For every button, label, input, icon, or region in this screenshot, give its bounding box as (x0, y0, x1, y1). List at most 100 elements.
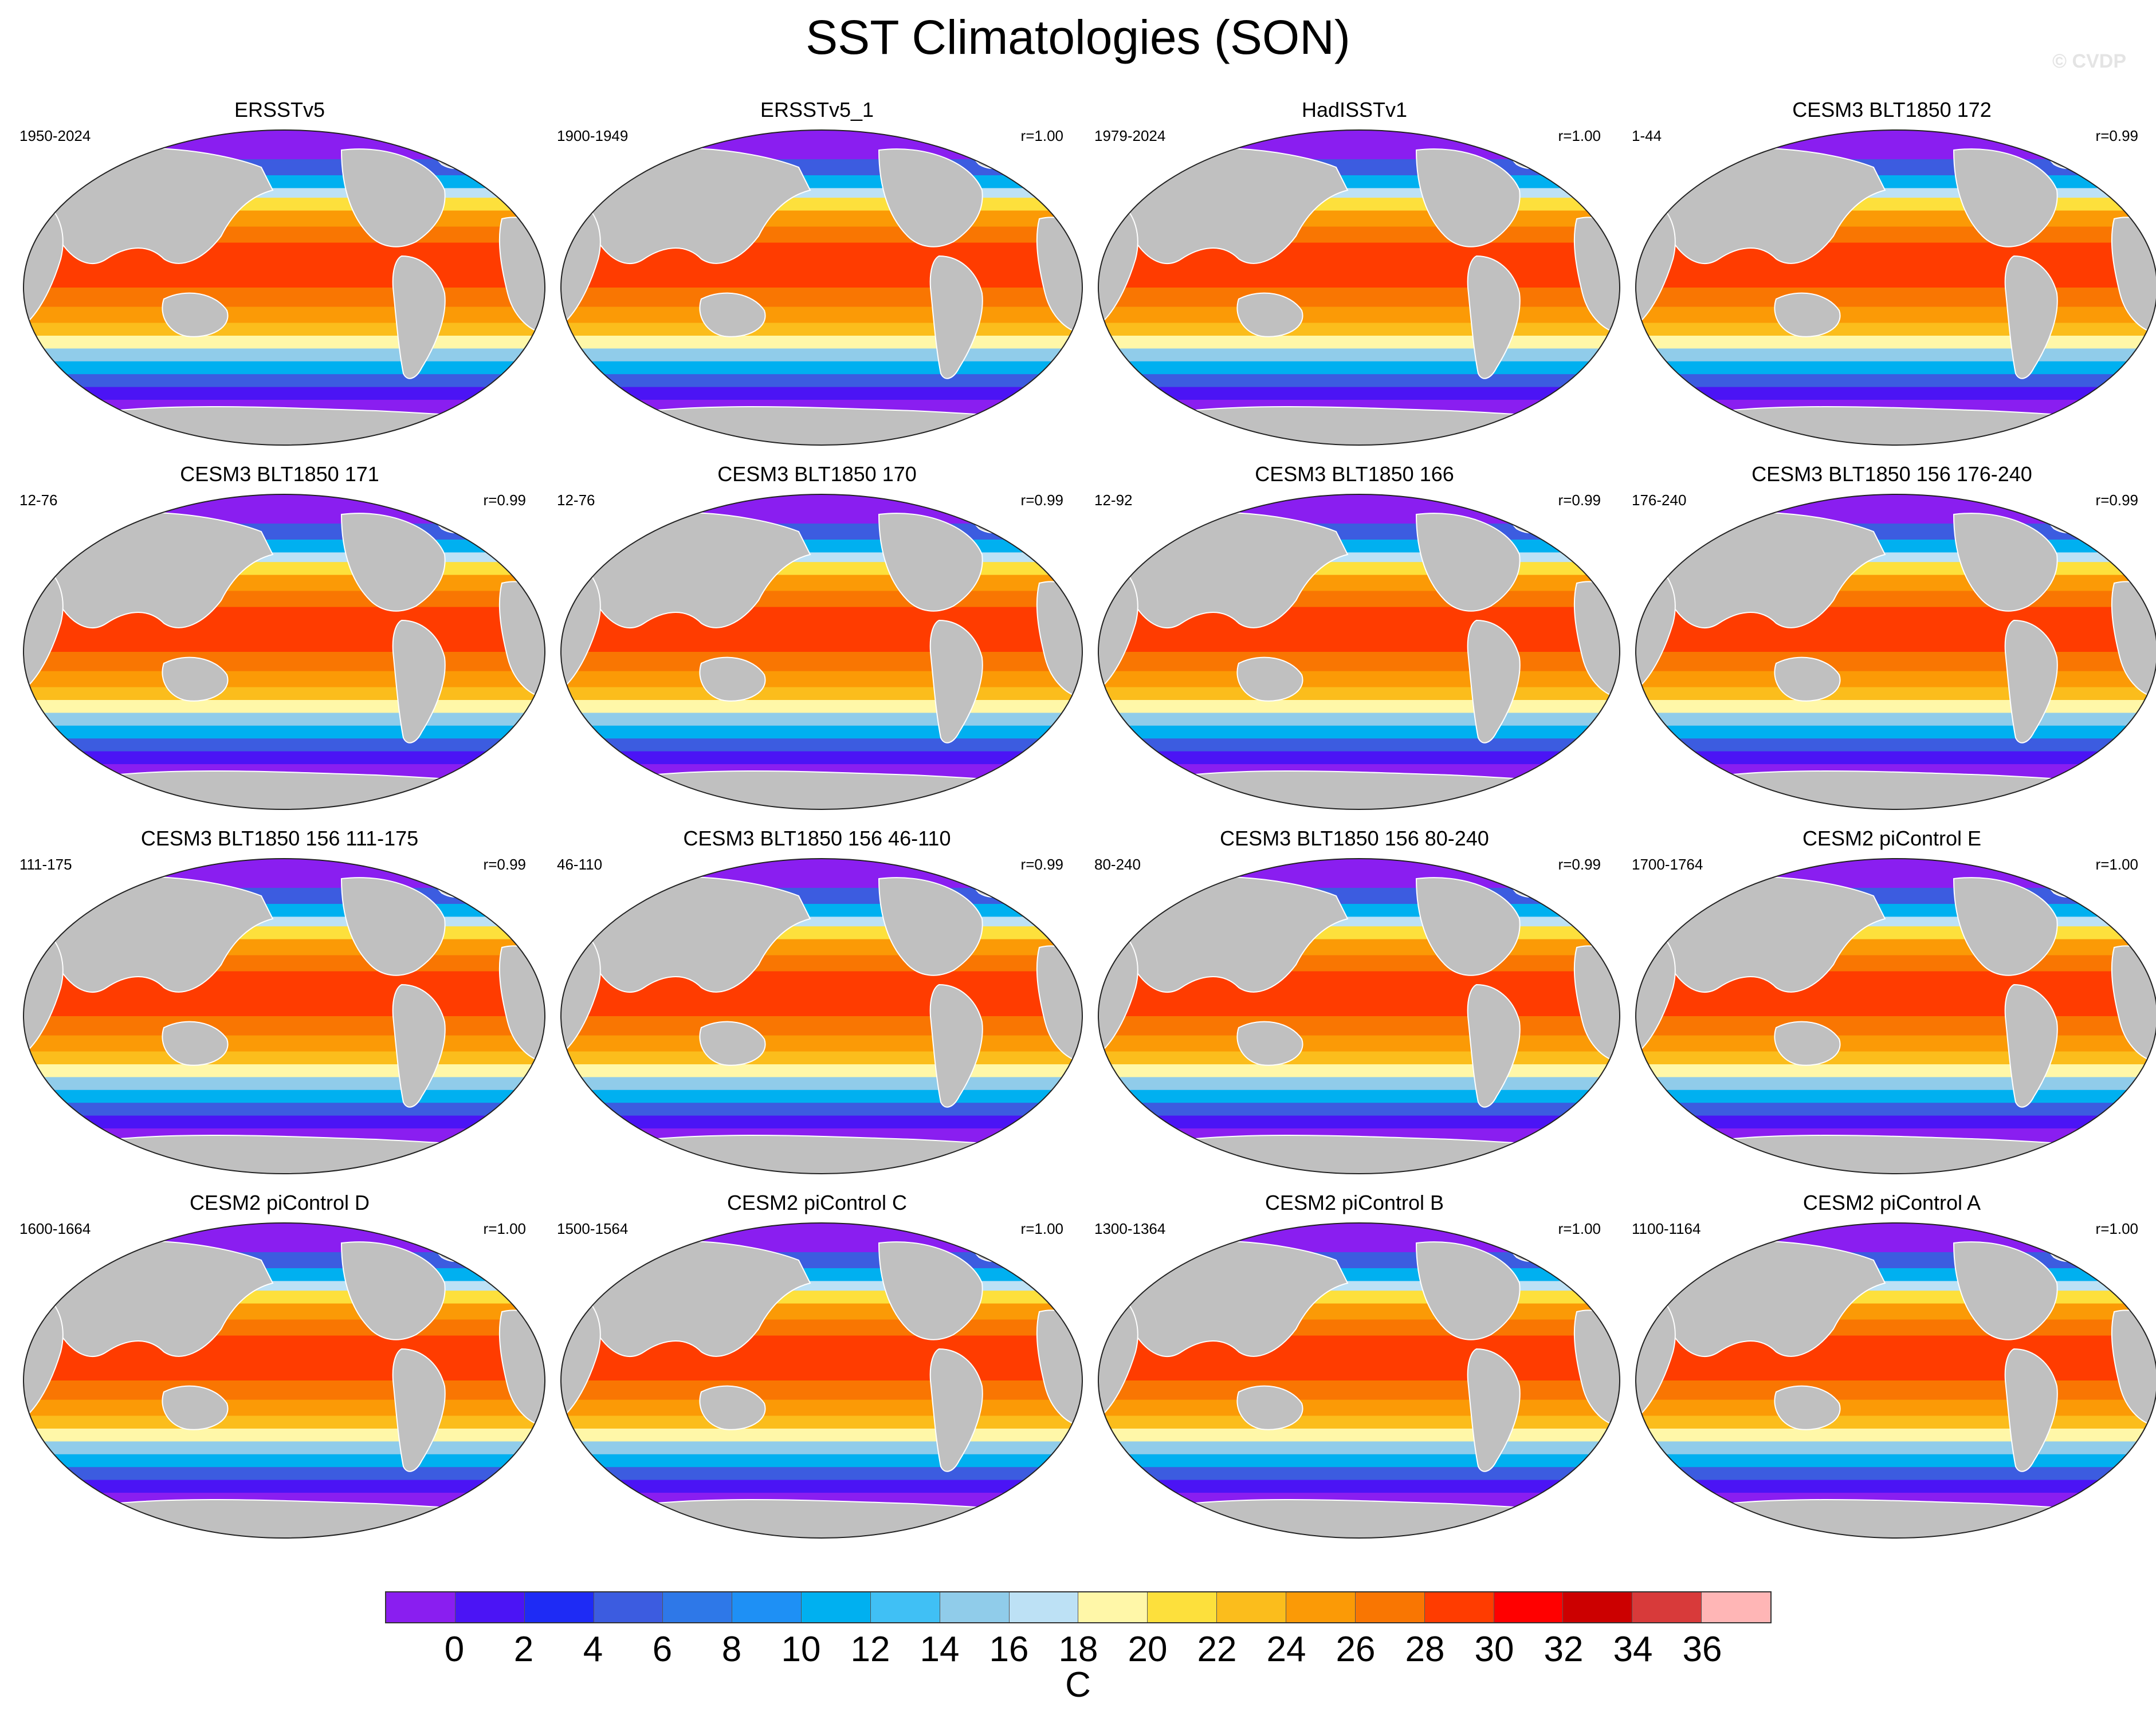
land-mass (699, 656, 766, 702)
colorbar-swatch (1632, 1592, 1702, 1622)
sst-band (1098, 629, 1620, 652)
sst-band (1636, 1115, 2156, 1129)
globe-outline (560, 494, 1083, 810)
land-mass (929, 619, 983, 744)
sst-band (1098, 1115, 1620, 1129)
panel-year-range: 1300-1364 (1094, 1220, 1166, 1237)
sst-band (23, 348, 545, 362)
globe-outline (23, 1222, 545, 1539)
sst-band (1098, 652, 1620, 672)
panel-year-range: 1100-1164 (1632, 1220, 1701, 1237)
land-mass (162, 1385, 229, 1430)
sst-band (561, 130, 1082, 160)
sst-band (561, 652, 1082, 672)
colorbar-swatch (1148, 1592, 1218, 1622)
sst-band (1098, 1480, 1620, 1493)
sst-band (1098, 1467, 1620, 1481)
sst-band (1098, 1016, 1620, 1036)
sst-band (561, 1064, 1082, 1078)
sst-band (1636, 1077, 2156, 1091)
colorbar-swatch (1355, 1592, 1425, 1622)
sst-band (23, 265, 545, 288)
sst-map (1098, 129, 1620, 446)
panel-title: CESM3 BLT1850 171 (180, 462, 379, 486)
sst-band (1636, 859, 2156, 888)
sst-band (1098, 288, 1620, 308)
sst-band (23, 387, 545, 400)
panel-title: CESM2 piControl D (189, 1191, 370, 1214)
sst-band (561, 1223, 1082, 1253)
land-mass (929, 1348, 983, 1472)
sst-map (23, 858, 545, 1174)
sst-band (1636, 700, 2156, 714)
colorbar-tick-label: 12 (850, 1630, 890, 1669)
panel-title: CESM2 piControl E (1802, 827, 1982, 850)
colorbar-units-label: C (1065, 1665, 1091, 1705)
sst-band (561, 322, 1082, 336)
panel-pattern-correlation: r=0.99 (1558, 491, 1601, 509)
sst-band (1098, 1441, 1620, 1455)
sst-band (23, 671, 545, 688)
colorbar-swatch (663, 1592, 733, 1622)
sst-band (1636, 888, 2156, 904)
sst-band (561, 306, 1082, 324)
map-panel: ERSSTv5 1950-2024 (10, 0, 549, 446)
panel-year-range: 1700-1764 (1632, 856, 1703, 873)
land-mass (1467, 255, 1521, 379)
sst-band (23, 993, 545, 1017)
sst-band (1098, 713, 1620, 726)
land-mass (1467, 619, 1521, 744)
sst-band (1098, 1429, 1620, 1442)
map-panel: CESM3 BLT1850 156 111-175 111-175 r=0.99 (10, 729, 549, 1174)
colorbar-swatch (870, 1592, 940, 1622)
map-panel: CESM2 piControl A 1100-1164 r=1.00 (1623, 1093, 2156, 1539)
sst-band (561, 700, 1082, 714)
colorbar-tick-label: 20 (1128, 1630, 1168, 1669)
sst-band (23, 1399, 545, 1417)
panel-pattern-correlation: r=0.99 (1558, 856, 1601, 873)
panel-title: CESM3 BLT1850 156 80-240 (1220, 827, 1489, 850)
sst-band (1098, 751, 1620, 765)
sst-band (1636, 1454, 2156, 1468)
land-mass (1953, 877, 2058, 976)
sst-band (1098, 1415, 1620, 1429)
sst-band (23, 1035, 545, 1052)
panel-title: CESM2 piControl C (726, 1191, 908, 1214)
land-mass (1953, 513, 2058, 612)
land-mass (1953, 148, 2058, 247)
map-panel: CESM3 BLT1850 166 12-92 r=0.99 (1085, 364, 1624, 810)
panel-pattern-correlation: r=1.00 (2095, 856, 2138, 873)
sst-band (1098, 1064, 1620, 1078)
land-mass (878, 1241, 983, 1340)
land-mass (878, 877, 983, 976)
sst-band (1098, 700, 1620, 714)
colorbar-tick-label: 10 (781, 1630, 821, 1669)
sst-band (23, 524, 545, 540)
land-mass (162, 1021, 229, 1066)
sst-band (1098, 336, 1620, 349)
colorbar-swatch (940, 1592, 1010, 1622)
land-mass (929, 984, 983, 1108)
sst-band (1098, 348, 1620, 362)
sst-band (1636, 336, 2156, 349)
sst-band (1636, 1051, 2156, 1065)
sst-band (23, 1223, 545, 1253)
panel-year-range: 1600-1664 (19, 1220, 91, 1237)
map-panel: CESM2 piControl D 1600-1664 r=1.00 (10, 1093, 549, 1539)
panel-pattern-correlation: r=0.99 (483, 491, 526, 509)
sst-band (23, 336, 545, 349)
map-panel: ERSSTv5_1 1900-1949 r=1.00 (548, 0, 1086, 446)
colorbar-tick-label: 8 (721, 1630, 742, 1669)
sst-band (561, 1358, 1082, 1381)
sst-band (561, 859, 1082, 888)
sst-map (1098, 1222, 1620, 1539)
sst-band (561, 288, 1082, 308)
sst-band (1636, 1415, 2156, 1429)
sst-band (561, 993, 1082, 1017)
land-mass (1415, 1241, 1521, 1340)
panel-year-range: 1979-2024 (1094, 127, 1166, 144)
sst-band (1636, 1380, 2156, 1401)
sst-band (1098, 1051, 1620, 1065)
colorbar-tick-label: 0 (444, 1630, 465, 1669)
land-mass (392, 619, 446, 744)
